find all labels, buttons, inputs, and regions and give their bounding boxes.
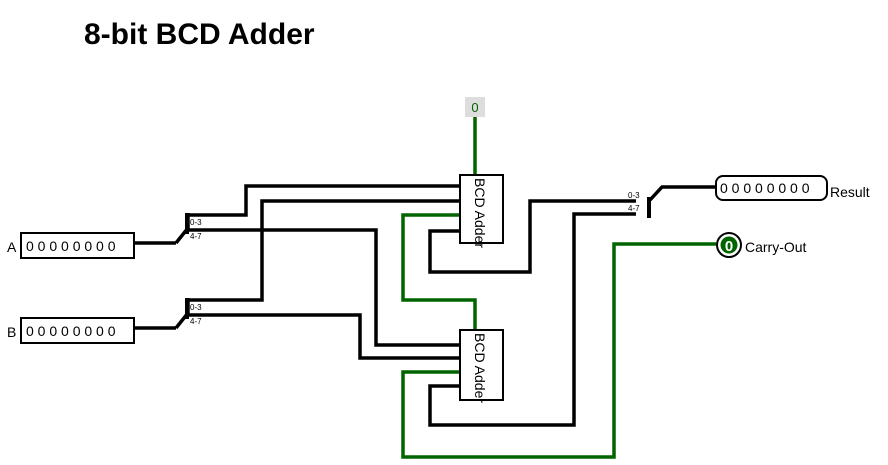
wire-sum-high xyxy=(428,212,636,427)
wire-result xyxy=(648,185,716,202)
output-carry-label: Carry-Out xyxy=(745,239,807,255)
page-title: 8-bit BCD Adder xyxy=(84,18,315,51)
input-a-label: A xyxy=(7,239,17,255)
wire-a-high xyxy=(189,228,460,347)
splitter-a: 0-3 4-7 xyxy=(174,213,202,245)
input-a[interactable]: 0 0 0 0 0 0 0 0 xyxy=(20,232,135,259)
splitter-b: 0-3 4-7 xyxy=(174,298,202,330)
wire-b-low xyxy=(189,199,460,302)
bcd-adder-top[interactable]: BCD Adder xyxy=(459,174,504,248)
input-b[interactable]: 0 0 0 0 0 0 0 0 xyxy=(20,317,135,344)
constant-zero[interactable]: 0 xyxy=(465,97,485,117)
splitter-result-pin-low: 0-3 xyxy=(628,191,640,200)
output-carry-value: 0 xyxy=(725,238,733,255)
splitter-a-pin-low: 0-3 xyxy=(190,218,202,227)
splitter-b-pin-low: 0-3 xyxy=(190,303,202,312)
bcd-adder-bottom[interactable]: BCD Adder xyxy=(459,329,504,403)
output-result: 0 0 0 0 0 0 0 0 xyxy=(715,175,828,201)
output-result-value: 0 0 0 0 0 0 0 0 xyxy=(720,180,810,196)
input-b-value: 0 0 0 0 0 0 0 0 xyxy=(26,323,116,339)
output-result-label: Result xyxy=(830,184,870,200)
bcd-adder-top-label: BCD Adder xyxy=(472,178,488,248)
splitter-a-pin-high: 4-7 xyxy=(190,232,202,241)
input-a-value: 0 0 0 0 0 0 0 0 xyxy=(26,238,116,254)
wire-carry-out xyxy=(401,242,716,459)
bcd-adder-bottom-label: BCD Adder xyxy=(472,333,488,403)
wire-carry-between xyxy=(401,213,477,330)
splitter-b-pin-high: 4-7 xyxy=(190,317,202,326)
output-carry-led: 0 xyxy=(716,232,742,258)
constant-value: 0 xyxy=(471,100,478,115)
wire-a-low xyxy=(189,184,460,217)
splitter-result: 0-3 4-7 xyxy=(628,191,651,218)
input-b-label: B xyxy=(7,324,16,340)
wire-b-high xyxy=(189,313,460,360)
splitter-result-pin-high: 4-7 xyxy=(628,204,640,213)
wire-sum-low xyxy=(428,199,636,274)
